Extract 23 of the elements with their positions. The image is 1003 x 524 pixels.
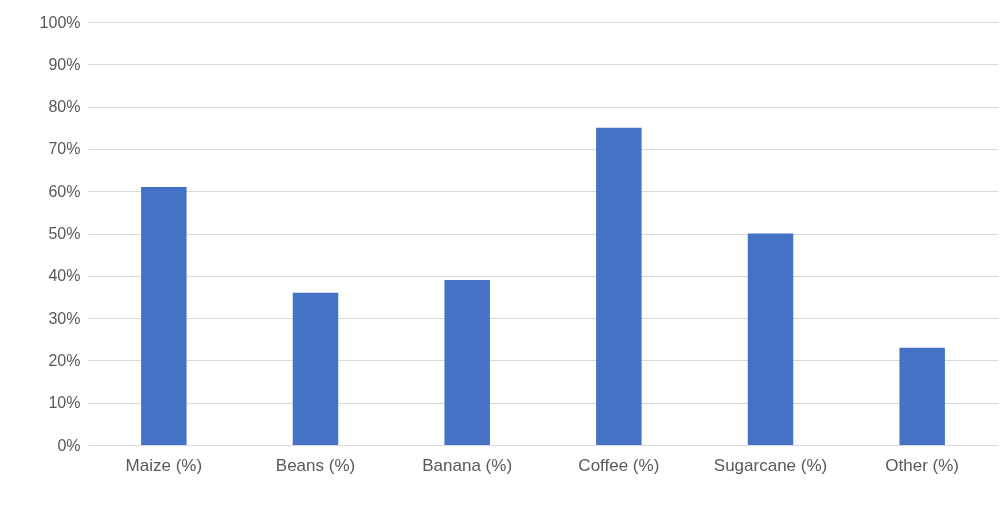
bar bbox=[899, 347, 945, 445]
y-tick-label: 20% bbox=[48, 351, 81, 369]
x-tick-label: Beans (%) bbox=[275, 455, 356, 475]
y-tick-label: 90% bbox=[48, 55, 81, 73]
x-tick-label: Banana (%) bbox=[422, 455, 513, 475]
y-tick-label: 60% bbox=[48, 182, 81, 200]
y-tick-label: 80% bbox=[48, 98, 81, 116]
y-tick-label: 40% bbox=[48, 267, 81, 285]
x-tick-label: Maize (%) bbox=[125, 455, 203, 475]
bar bbox=[292, 292, 339, 445]
y-tick-label: 30% bbox=[48, 309, 81, 327]
x-tick-label: Other (%) bbox=[885, 455, 960, 475]
x-tick-label: Sugarcane (%) bbox=[713, 455, 828, 475]
y-tick-label: 70% bbox=[48, 140, 81, 158]
y-tick-label: 10% bbox=[48, 394, 81, 412]
bar bbox=[747, 233, 794, 445]
bar bbox=[596, 127, 642, 445]
y-tick-label: 100% bbox=[39, 13, 81, 31]
bar bbox=[444, 280, 490, 445]
y-tick-label: 50% bbox=[48, 225, 81, 242]
y-tick-label: 0% bbox=[57, 436, 81, 454]
x-tick-label: Coffee (%) bbox=[578, 455, 660, 475]
bar bbox=[141, 186, 187, 445]
